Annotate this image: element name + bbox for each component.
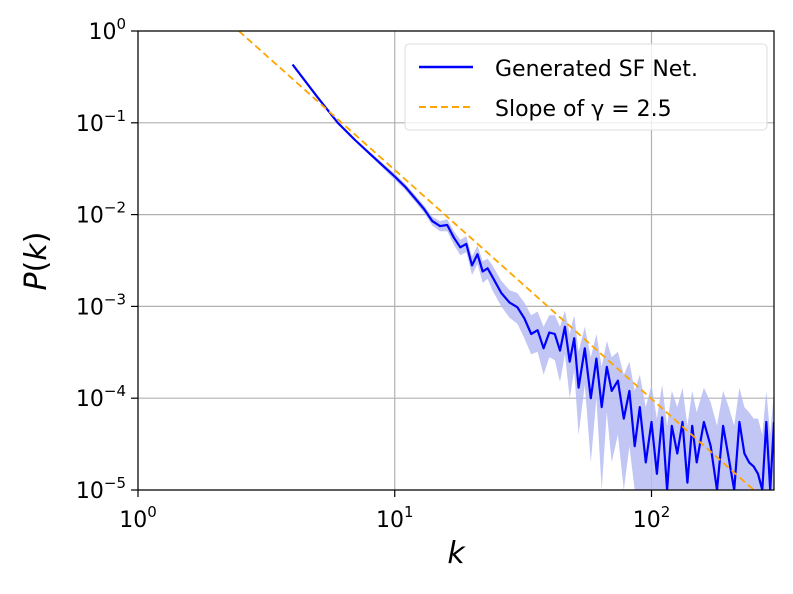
legend-frame <box>404 43 768 131</box>
series-line-1 <box>238 31 755 490</box>
plot-frame <box>137 30 775 491</box>
x-axis-label: k <box>447 536 466 571</box>
series-line-0 <box>291 63 774 490</box>
y-axis-label: P(k) <box>19 232 54 291</box>
series-lines <box>238 31 774 490</box>
x-axis-ticks: 100 101 102 <box>119 490 670 533</box>
legend-label-slope: Slope of γ = 2.5 <box>495 97 672 122</box>
legend-label-generated: Generated SF Net. <box>495 57 698 82</box>
legend: Generated SF Net. Slope of γ = 2.5 <box>404 43 768 131</box>
y-tick-label-2: 10−2 <box>76 199 126 229</box>
